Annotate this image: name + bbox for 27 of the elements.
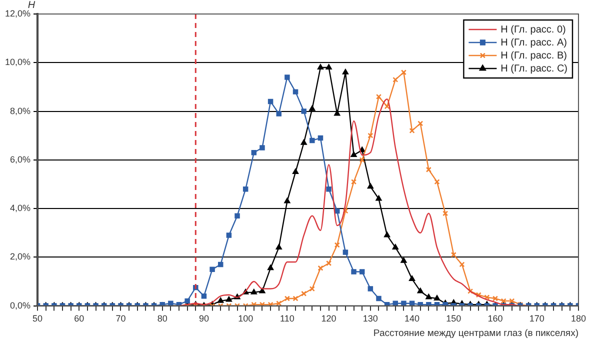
x-tick-label: 50 xyxy=(32,314,43,324)
legend-label: H (Гл. расс. C) xyxy=(500,63,568,74)
x-tick-label: 70 xyxy=(116,314,126,324)
legend-label: H (Гл. расс. B) xyxy=(500,50,567,62)
x-tick-label: 120 xyxy=(321,314,336,324)
legend-label: H (Гл. расс. A) xyxy=(500,37,567,48)
x-tick-label: 150 xyxy=(446,314,462,324)
x-tick-label: 110 xyxy=(280,314,294,324)
x-tick-label: 180 xyxy=(570,314,586,324)
x-tick-label: 170 xyxy=(529,314,544,324)
y-tick-label: 0,0% xyxy=(10,300,31,310)
y-tick-label: 6,0% xyxy=(10,154,31,164)
x-tick-label: 160 xyxy=(488,314,503,324)
y-tick-label: 4,0% xyxy=(10,203,31,214)
y-tick-label: 2,0% xyxy=(10,252,31,262)
x-tick-label: 80 xyxy=(157,314,168,324)
y-axis-title: H xyxy=(28,0,36,11)
legend-label: H (Гл. расс. 0) xyxy=(500,24,566,36)
x-axis-title: Расстояние между центрами глаз (в пикселях) xyxy=(373,328,578,339)
y-tick-label: 10,0% xyxy=(4,57,31,68)
x-tick-label: 140 xyxy=(404,314,420,324)
x-tick-label: 90 xyxy=(198,314,209,324)
x-tick-label: 130 xyxy=(362,314,378,324)
y-tick-label: 8,0% xyxy=(10,106,31,116)
x-tick-label: 60 xyxy=(74,314,84,324)
y-tick-label: 12,0% xyxy=(4,8,31,18)
x-tick-label: 100 xyxy=(238,314,254,324)
